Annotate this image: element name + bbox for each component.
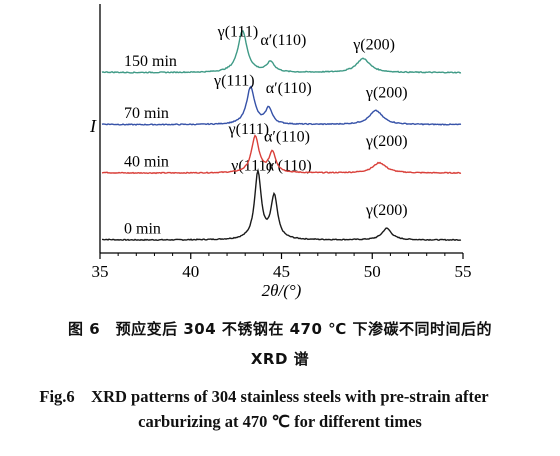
- peak-label: α′(110): [260, 32, 306, 49]
- peak-label: γ(111): [217, 24, 259, 41]
- series-name-label: 40 min: [124, 154, 169, 171]
- peak-label: γ(111): [228, 121, 270, 138]
- peak-label: γ(111): [213, 73, 255, 90]
- x-tick-label: 40: [182, 262, 199, 281]
- x-tick-label: 55: [455, 262, 472, 281]
- peak-label: α′(110): [266, 157, 312, 174]
- caption-en-line2: carburizing at 470 ℃ for different times: [138, 412, 422, 431]
- x-axis-label: 2θ/(°): [262, 281, 302, 300]
- series-name-label: 70 min: [124, 105, 169, 122]
- peak-label: α′(110): [264, 128, 310, 145]
- x-tick-label: 35: [92, 262, 109, 281]
- peak-label: γ(200): [365, 202, 408, 219]
- peak-label: α′(110): [266, 80, 312, 97]
- y-axis-label: I: [89, 116, 97, 136]
- x-tick-label: 50: [364, 262, 381, 281]
- series-name-label: 0 min: [124, 220, 161, 237]
- caption-cn-line2: XRD 谱: [250, 350, 310, 368]
- peak-label: γ(200): [352, 37, 395, 54]
- x-tick-label: 45: [273, 262, 290, 281]
- caption-cn-line1: 图 6 预应变后 304 不锈钢在 470 ℃ 下渗碳不同时间后的: [67, 320, 493, 338]
- series-line: [102, 167, 462, 242]
- series-name-label: 150 min: [124, 53, 177, 70]
- peak-label: γ(200): [365, 133, 408, 150]
- caption-en-line1: Fig.6 XRD patterns of 304 stainless stee…: [39, 387, 489, 406]
- series-line: [101, 85, 462, 126]
- series-line: [101, 30, 462, 74]
- peak-label: γ(200): [365, 85, 408, 102]
- series-line: [101, 134, 462, 175]
